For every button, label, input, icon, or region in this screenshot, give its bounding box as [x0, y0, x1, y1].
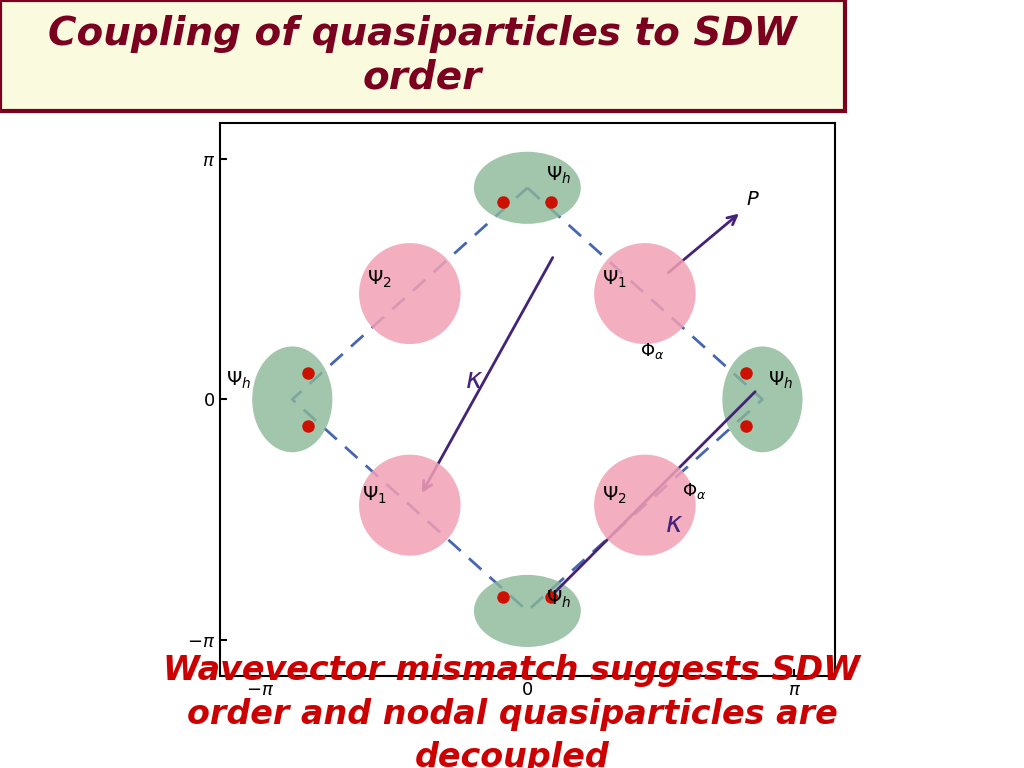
Ellipse shape — [474, 575, 581, 647]
Text: $\Psi_2$: $\Psi_2$ — [367, 269, 392, 290]
Ellipse shape — [594, 243, 695, 344]
Text: $\Phi_\alpha$: $\Phi_\alpha$ — [640, 341, 664, 361]
Text: $\Psi_1$: $\Psi_1$ — [361, 485, 387, 506]
Text: $\Psi_h$: $\Psi_h$ — [546, 165, 571, 187]
Text: $\Psi_h$: $\Psi_h$ — [768, 369, 793, 391]
Text: $\kappa$: $\kappa$ — [465, 366, 483, 394]
Text: $\Phi_\alpha$: $\Phi_\alpha$ — [682, 481, 707, 501]
Ellipse shape — [359, 243, 461, 344]
Ellipse shape — [359, 455, 461, 555]
Ellipse shape — [474, 152, 581, 223]
Ellipse shape — [594, 455, 695, 555]
Text: $\Psi_1$: $\Psi_1$ — [602, 269, 627, 290]
Text: $\kappa$: $\kappa$ — [666, 511, 683, 538]
FancyBboxPatch shape — [0, 0, 845, 111]
Ellipse shape — [722, 346, 803, 452]
Text: Wavevector mismatch suggests SDW
order and nodal quasiparticles are
decoupled: Wavevector mismatch suggests SDW order a… — [164, 654, 860, 768]
Ellipse shape — [252, 346, 333, 452]
Text: $\Psi_2$: $\Psi_2$ — [602, 485, 627, 506]
Text: Coupling of quasiparticles to SDW
order: Coupling of quasiparticles to SDW order — [48, 15, 797, 97]
Text: $\Psi_h$: $\Psi_h$ — [225, 369, 251, 391]
Text: $\Psi_h$: $\Psi_h$ — [546, 588, 571, 610]
Text: $P$: $P$ — [746, 191, 760, 210]
